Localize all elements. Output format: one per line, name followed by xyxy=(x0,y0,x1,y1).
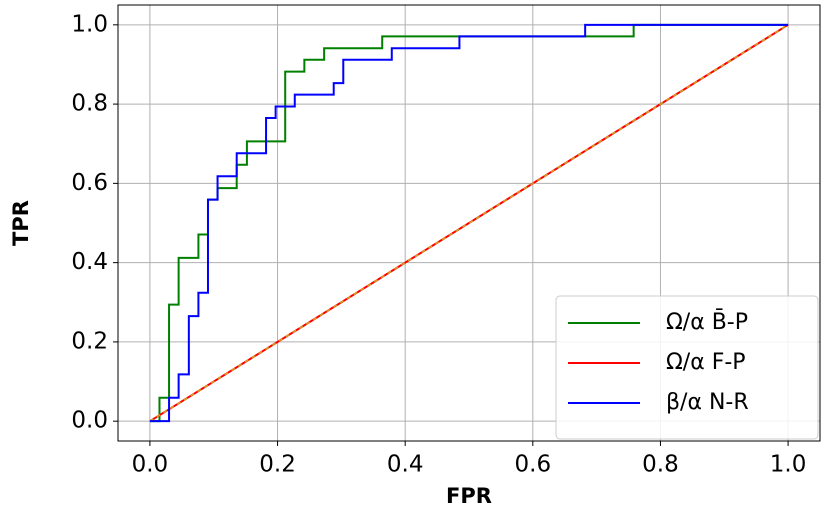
series-line xyxy=(149,23,789,423)
y-axis-label: TPR xyxy=(9,200,33,246)
plot-frame xyxy=(117,4,821,442)
x-tick-label: 0.8 xyxy=(642,452,679,478)
y-tick-label: 1.0 xyxy=(71,11,108,37)
x-tick-label: 0.2 xyxy=(259,452,296,478)
x-tick-label: 1.0 xyxy=(770,452,807,478)
y-tick-label: 0.2 xyxy=(71,328,108,354)
x-tick-label: 0.0 xyxy=(132,452,169,478)
y-tick-label: 0.8 xyxy=(71,91,108,117)
legend-label: β/α N-R xyxy=(666,390,749,415)
x-tick-label: 0.4 xyxy=(387,452,424,478)
x-axis-label: FPR xyxy=(446,484,492,508)
x-tick-label: 0.6 xyxy=(515,452,552,478)
legend-label: Ω/α F-P xyxy=(666,350,746,375)
y-tick-label: 0.0 xyxy=(71,408,108,434)
series-line-dash xyxy=(149,24,789,422)
y-tick-label: 0.6 xyxy=(71,170,108,196)
y-tick-label: 0.4 xyxy=(71,249,108,275)
legend-label: Ω/α B̄-P xyxy=(666,309,748,335)
